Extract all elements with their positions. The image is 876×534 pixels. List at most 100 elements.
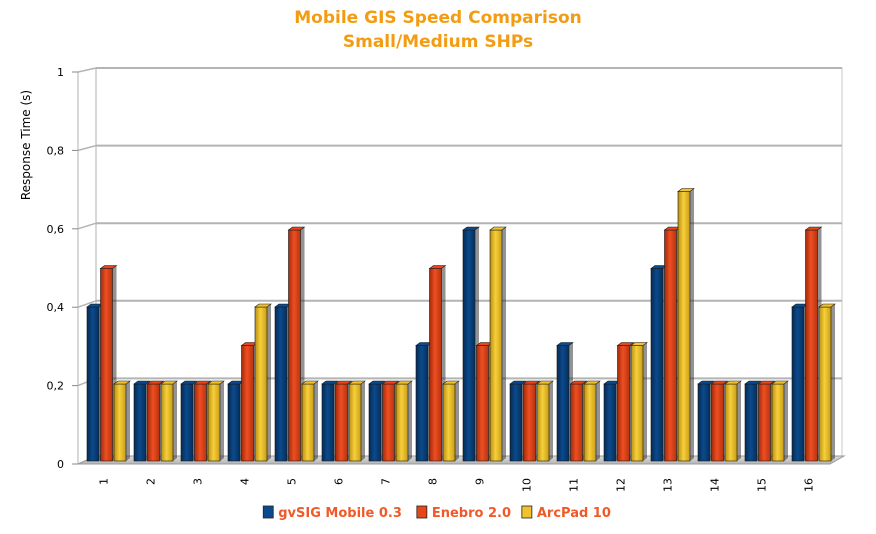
bar-top xyxy=(556,342,574,346)
x-tick-label: 14 xyxy=(709,478,722,492)
bar-top xyxy=(583,380,601,385)
bar xyxy=(583,383,597,462)
bar-side xyxy=(831,304,835,461)
bar-side xyxy=(643,342,647,461)
bar xyxy=(301,383,315,462)
bar-top xyxy=(180,380,198,385)
bar-top xyxy=(146,380,165,385)
bar xyxy=(677,191,691,462)
bar-top xyxy=(724,380,742,385)
bar-top xyxy=(536,380,554,385)
bar xyxy=(791,306,805,462)
bar xyxy=(570,383,583,462)
bar xyxy=(227,383,241,462)
bar-top xyxy=(804,226,823,231)
bar xyxy=(805,229,818,462)
bar-top xyxy=(428,265,447,269)
bar-side xyxy=(737,381,741,461)
bar-top xyxy=(395,380,413,385)
bar-side xyxy=(314,381,318,461)
bar xyxy=(274,306,288,462)
bar xyxy=(368,383,382,462)
bar-top xyxy=(757,380,776,385)
y-tick-label: 1 xyxy=(57,66,64,79)
bar-side xyxy=(220,381,224,461)
bar-side xyxy=(690,188,694,461)
bar-side xyxy=(126,381,130,461)
bar xyxy=(348,383,362,462)
x-tick-label: 2 xyxy=(145,478,158,485)
bar xyxy=(395,383,409,462)
x-tick-label: 10 xyxy=(521,478,534,492)
legend-swatch xyxy=(416,505,428,519)
bar-top xyxy=(744,380,762,385)
bar-top xyxy=(569,380,588,385)
bar-top xyxy=(133,380,151,385)
bar xyxy=(241,345,254,462)
bar-side xyxy=(784,381,788,461)
bar-top xyxy=(818,303,836,308)
y-tick-label: 0,2 xyxy=(47,380,65,393)
bar-top xyxy=(321,380,339,385)
bar xyxy=(630,345,644,462)
bar-side xyxy=(502,227,506,461)
gridline-depth xyxy=(77,222,97,230)
bar-top xyxy=(113,380,131,385)
bar-top xyxy=(301,380,319,385)
bar xyxy=(744,383,758,462)
x-tick-label: 7 xyxy=(380,478,393,485)
bar xyxy=(758,383,771,462)
bar xyxy=(617,345,630,462)
y-axis-label: Response Time (s) xyxy=(19,90,33,200)
x-tick-label: 13 xyxy=(662,478,675,492)
legend-label: gvSIG Mobile 0.3 xyxy=(278,506,402,521)
bar xyxy=(207,383,221,462)
bar xyxy=(697,383,711,462)
gridline-depth xyxy=(77,144,97,152)
gridline-depth xyxy=(77,67,97,73)
bar-top xyxy=(677,188,695,192)
bar xyxy=(536,383,550,462)
gridline-depth xyxy=(77,300,97,308)
bar xyxy=(462,229,476,462)
bar xyxy=(429,268,442,462)
bar-side xyxy=(455,381,459,461)
bar-top xyxy=(630,342,648,346)
bar-top xyxy=(462,226,480,231)
bar xyxy=(113,383,127,462)
y-tick-label: 0,8 xyxy=(47,144,65,157)
x-tick-label: 8 xyxy=(427,478,440,485)
bar-top xyxy=(193,380,212,385)
bar xyxy=(711,383,724,462)
bar xyxy=(194,383,207,462)
bar-top xyxy=(368,380,386,385)
x-tick-label: 12 xyxy=(615,478,628,492)
bar-top xyxy=(254,303,272,308)
bar-top xyxy=(381,380,400,385)
y-tick-label: 0,4 xyxy=(47,301,65,314)
bar-top xyxy=(442,380,460,385)
bar-top xyxy=(771,380,789,385)
bar-top xyxy=(710,380,729,385)
bar-top xyxy=(348,380,366,385)
bar-top xyxy=(616,342,635,346)
x-tick-label: 4 xyxy=(239,478,252,485)
bar xyxy=(650,268,664,462)
bar xyxy=(442,383,456,462)
legend-label: Enebro 2.0 xyxy=(432,506,511,521)
y-tick-label: 0 xyxy=(57,458,64,471)
bar-side xyxy=(549,381,553,461)
legend: gvSIG Mobile 0.3 Enebro 2.0 ArcPad 10 xyxy=(262,505,611,521)
x-tick-label: 5 xyxy=(286,478,299,485)
x-tick-label: 9 xyxy=(474,478,487,485)
bar xyxy=(556,345,570,462)
bar xyxy=(147,383,160,462)
bar-top xyxy=(160,380,178,385)
x-tick-label: 1 xyxy=(98,478,111,485)
bar xyxy=(818,306,832,462)
bar-top xyxy=(509,380,527,385)
bar xyxy=(133,383,147,462)
bar xyxy=(180,383,194,462)
bar xyxy=(86,306,100,462)
x-tick-label: 11 xyxy=(568,478,581,492)
